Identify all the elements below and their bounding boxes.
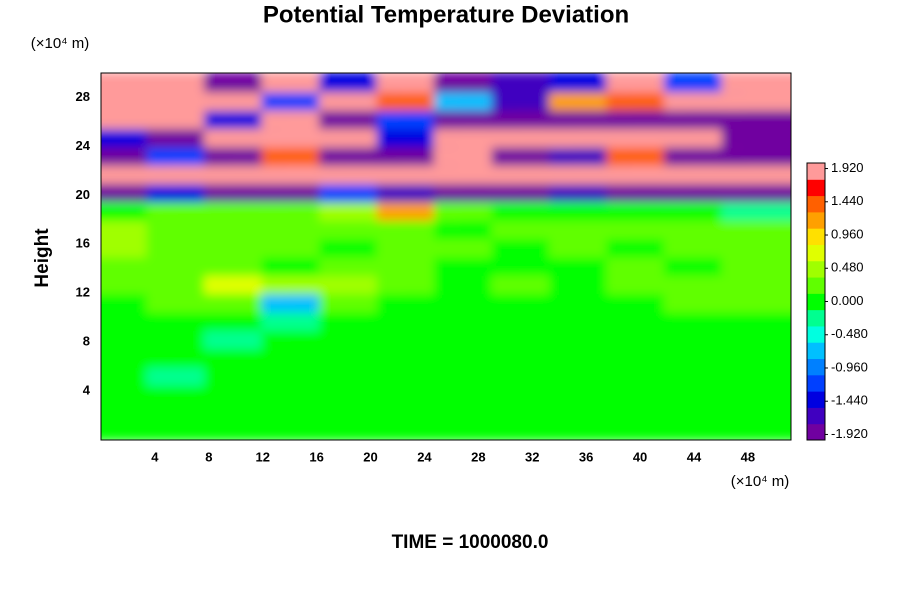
- x-unit: (×10⁴ m): [731, 473, 790, 490]
- colorbar-band: [807, 423, 825, 441]
- colorbar-tick-label: 0.480: [831, 260, 864, 275]
- y-tick-label: 28: [76, 89, 90, 104]
- x-tick-label: 28: [471, 449, 485, 464]
- x-tick-label: 36: [579, 449, 593, 464]
- colorbar-tick-label: 1.440: [831, 193, 864, 208]
- colorbar-band: [807, 179, 825, 197]
- colorbar-band: [807, 342, 825, 360]
- y-axis-label: Height: [32, 228, 53, 288]
- cell: [721, 218, 791, 240]
- colorbar-band: [807, 293, 825, 311]
- colorbar-tick-label: -0.960: [831, 359, 868, 374]
- cell: [721, 200, 791, 221]
- y-tick-label: 16: [76, 236, 90, 251]
- x-tick-label: 12: [255, 449, 269, 464]
- y-tick-label: 4: [83, 383, 91, 398]
- colorbar-band: [807, 358, 825, 376]
- colorbar-band: [807, 195, 825, 213]
- cell: [721, 347, 791, 368]
- y-unit: (×10⁴ m): [31, 35, 90, 52]
- colorbar-tick-label: 0.000: [831, 293, 864, 308]
- colorbar-band: [807, 260, 825, 278]
- cells: [101, 73, 791, 440]
- colorbar-band: [807, 244, 825, 262]
- colorbar-band: [807, 325, 825, 343]
- x-tick-label: 8: [205, 449, 212, 464]
- cell: [721, 108, 791, 130]
- x-tick-label: 20: [363, 449, 377, 464]
- x-tick-label: 48: [741, 449, 755, 464]
- cell: [721, 163, 791, 185]
- cell: [721, 420, 791, 440]
- cell: [721, 328, 791, 350]
- colorbar-band: [807, 211, 825, 229]
- colorbar-tick-label: -1.920: [831, 426, 868, 441]
- colorbar-tick-label: -0.480: [831, 326, 868, 341]
- x-tick-label: 24: [417, 449, 432, 464]
- cell: [721, 127, 791, 148]
- cell: [721, 310, 791, 331]
- chart-title: Potential Temperature Deviation: [263, 1, 629, 28]
- cell: [721, 90, 791, 111]
- colorbar-tick-label: -1.440: [831, 393, 868, 408]
- colorbar-band: [807, 277, 825, 294]
- cell: [721, 145, 791, 166]
- x-tick-label: 40: [633, 449, 647, 464]
- cell: [721, 402, 791, 423]
- colorbar-band: [807, 407, 825, 425]
- y-tick-label: 12: [76, 285, 90, 300]
- x-tick-label: 32: [525, 449, 539, 464]
- cell: [721, 273, 791, 295]
- footer: TIME = 1000080.0: [392, 532, 549, 553]
- colorbar-band: [807, 309, 825, 327]
- cell: [721, 255, 791, 276]
- cell: [721, 383, 791, 405]
- x-tick-label: 4: [151, 449, 159, 464]
- colorbar-tick-label: 0.960: [831, 226, 864, 241]
- colorbar-band: [807, 374, 825, 392]
- cell: [721, 73, 791, 93]
- colorbar-band: [807, 163, 825, 180]
- cell: [721, 292, 791, 313]
- cell: [721, 237, 791, 258]
- colorbar-tick-label: 1.920: [831, 160, 864, 175]
- cell: [721, 182, 791, 203]
- y-tick-label: 8: [83, 334, 90, 349]
- plot-frame: [100, 72, 792, 441]
- y-tick-label: 20: [76, 187, 90, 202]
- x-tick-label: 44: [687, 449, 702, 464]
- colorbar-band: [807, 228, 825, 245]
- y-tick-label: 24: [76, 138, 91, 153]
- field: [101, 73, 791, 440]
- cell: [721, 365, 791, 386]
- colorbar-band: [807, 391, 825, 408]
- x-tick-label: 16: [309, 449, 323, 464]
